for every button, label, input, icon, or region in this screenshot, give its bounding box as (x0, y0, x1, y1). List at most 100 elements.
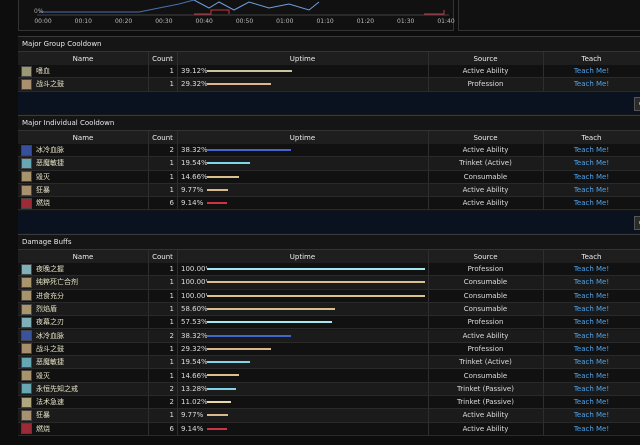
csv-button[interactable]: CSV (634, 96, 640, 111)
column-separator (148, 289, 149, 302)
time-tick-label: 01:40 (437, 18, 455, 25)
teach-link[interactable]: Teach Me! (573, 278, 610, 287)
count: 1 (169, 305, 174, 314)
teach-link[interactable]: Teach Me! (573, 172, 610, 181)
column-separator (543, 144, 544, 157)
table-row: 毁灭 1 14.66% Consumable Teach Me! (18, 369, 640, 383)
teach-link[interactable]: Teach Me! (573, 199, 610, 208)
column-header: Name Count Uptime Source Teach (18, 249, 640, 264)
buff-icon (21, 171, 32, 183)
column-separator (543, 197, 544, 210)
teach-link[interactable]: Teach Me! (573, 398, 610, 407)
table-row: 永恒先知之戒 2 13.28% Trinket (Passive) Teach Me! (18, 382, 640, 396)
teach-link[interactable]: Teach Me! (573, 318, 610, 327)
column-separator (543, 157, 544, 170)
count: 1 (169, 371, 174, 380)
buff-name: 冰冷血脉 (36, 146, 64, 155)
column-separator (177, 356, 178, 369)
teach-link[interactable]: Teach Me! (573, 305, 610, 314)
buff-icon (21, 409, 32, 421)
column-separator (543, 329, 544, 342)
name-cell: 法术急速 (18, 396, 148, 408)
column-separator (428, 396, 429, 409)
teach-link[interactable]: Teach Me! (573, 80, 610, 89)
table-row: 恶魔敏捷 1 19.54% Trinket (Active) Teach Me! (18, 356, 640, 370)
teach-link[interactable]: Teach Me! (573, 344, 610, 353)
teach-link[interactable]: Teach Me! (573, 186, 610, 195)
table-row: 法术急速 2 11.02% Trinket (Passive) Teach Me! (18, 396, 640, 410)
buff-icon (21, 197, 32, 209)
column-name: Name (72, 54, 94, 63)
teach-link[interactable]: Teach Me! (573, 371, 610, 380)
buff-name: 夜晚之握 (36, 265, 64, 274)
column-separator (543, 356, 544, 369)
teach-link[interactable]: Teach Me! (573, 67, 610, 76)
column-name: Source (473, 252, 498, 261)
source: Trinket (Passive) (457, 384, 514, 393)
buff-name: 狂暴 (36, 411, 50, 420)
table-row: 夜幕之刃 1 57.53% Profession Teach Me! (18, 316, 640, 330)
buff-icon (21, 184, 32, 196)
source: Active Ability (462, 411, 509, 420)
teach-link[interactable]: Teach Me! (573, 358, 610, 367)
table-row: 烈焰盾 1 58.60% Consumable Teach Me! (18, 302, 640, 317)
timeline-chart: 0% 00:00 00:10 00:20 00:30 00:40 00:50 01:00 01… (18, 0, 455, 31)
uptime-bar (207, 427, 227, 430)
uptime-bar (207, 307, 335, 310)
buff-name: 燃烧 (36, 199, 50, 208)
buff-icon (21, 290, 32, 302)
section-panel: Major Group Cooldown Name Count Uptime Sourc… (18, 36, 640, 116)
uptime-bar (207, 202, 227, 205)
column-separator (177, 289, 178, 302)
uptime-bar (207, 162, 250, 165)
name-cell: 燃烧 (18, 423, 148, 435)
uptime-bar (207, 321, 333, 324)
teach-link[interactable]: Teach Me! (573, 331, 610, 340)
trace (194, 9, 230, 15)
uptime-bar (207, 361, 250, 364)
column-separator (428, 197, 429, 210)
uptime-bar (207, 347, 271, 350)
source: Profession (467, 318, 504, 327)
csv-button[interactable]: CSV (634, 215, 640, 230)
time-tick-label: 00:00 (34, 18, 52, 25)
column-separator (543, 342, 544, 356)
teach-link[interactable]: Teach Me! (573, 159, 610, 168)
column-separator (428, 131, 429, 144)
name-cell: 永恒先知之戒 (18, 383, 148, 395)
count: 1 (169, 186, 174, 195)
uptime-label: 39.12% (181, 67, 207, 76)
uptime-label: 38.32% (181, 331, 207, 340)
buff-icon (21, 423, 32, 435)
teach-link[interactable]: Teach Me! (573, 411, 610, 420)
column-separator (177, 197, 178, 210)
source: Consumable (463, 291, 508, 300)
column-separator (177, 316, 178, 329)
section-title: Major Group Cooldown (22, 40, 102, 48)
uptime-label: 13.28% (181, 384, 207, 393)
buff-name: 毁灭 (36, 371, 50, 380)
source: Active Ability (462, 67, 509, 76)
section-panel: Major Individual Cooldown Name Count Uptime… (18, 115, 640, 235)
source: Consumable (463, 305, 508, 314)
buff-icon (21, 316, 32, 328)
trace (193, 0, 320, 11)
teach-link[interactable]: Teach Me! (573, 384, 610, 393)
column-separator (543, 409, 544, 422)
teach-link[interactable]: Teach Me! (573, 146, 610, 155)
buff-name: 纯粹死亡合剂 (36, 278, 78, 287)
column-separator (177, 409, 178, 422)
column-separator (148, 396, 149, 409)
teach-link[interactable]: Teach Me! (573, 424, 610, 433)
uptime-label: 58.60% (181, 305, 207, 314)
table-row: 冰冷血脉 2 38.32% Active Ability Teach Me! (18, 329, 640, 343)
teach-link[interactable]: Teach Me! (573, 265, 610, 274)
column-separator (428, 65, 429, 78)
table-row: 夜晚之握 1 100.00% Profession Teach Me! (18, 263, 640, 277)
name-cell: 战斗之鼓 (18, 78, 148, 90)
teach-link[interactable]: Teach Me! (573, 291, 610, 300)
column-separator (428, 78, 429, 91)
column-separator (148, 342, 149, 356)
column-separator (148, 316, 149, 329)
column-separator (148, 250, 149, 263)
